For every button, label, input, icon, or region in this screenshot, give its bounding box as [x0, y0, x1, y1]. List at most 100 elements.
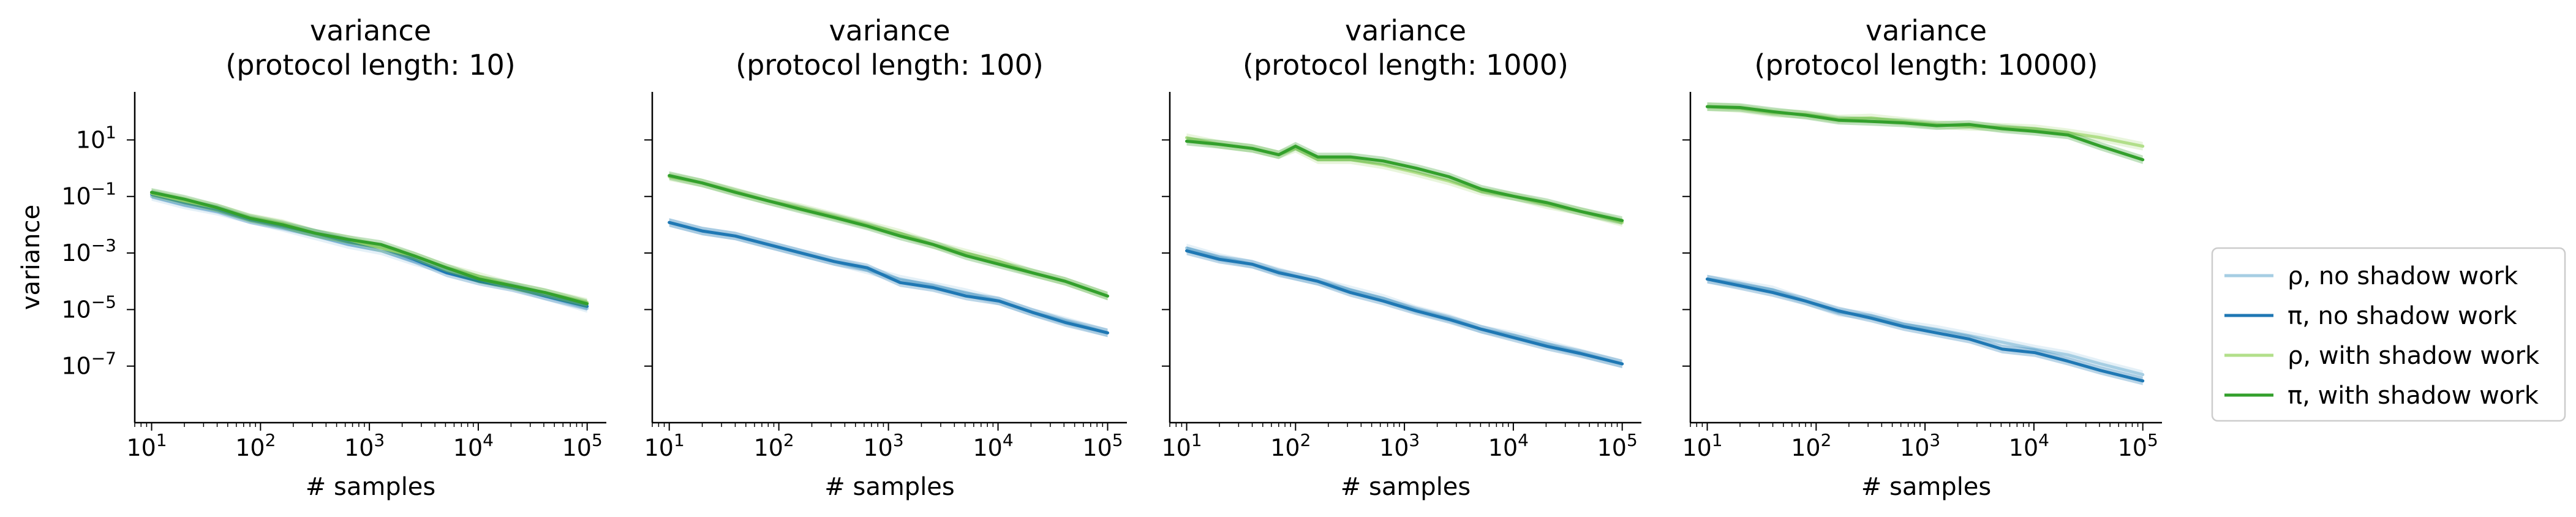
x-tick-label: 104: [1488, 430, 1529, 461]
x-tick-label-exp: 1: [674, 430, 685, 450]
series-line-4: [1706, 105, 2145, 162]
x-axis-label: # samples: [306, 473, 436, 501]
x-tick-label-base: 10: [1379, 434, 1409, 461]
x-tick-label-base: 10: [1161, 434, 1191, 461]
series-line-2: [1706, 277, 2145, 383]
x-tick-label-base: 10: [453, 434, 483, 461]
x-tick-label: 103: [344, 430, 385, 461]
y-tick-label-exp: −7: [91, 349, 116, 369]
panel-1: variance(protocol length: 10)101 102 103 10…: [17, 14, 606, 501]
x-tick-label-base: 10: [1791, 434, 1820, 461]
y-tick-label-exp: −1: [91, 179, 116, 199]
x-tick-label-base: 10: [2118, 434, 2147, 461]
x-tick-label-base: 10: [126, 434, 156, 461]
x-tick-label: 102: [754, 430, 794, 461]
y-tick-label-exp: 1: [105, 122, 116, 142]
x-tick-label-base: 10: [644, 434, 674, 461]
x-tick-label: 102: [1270, 430, 1311, 461]
series-band-3: [1186, 133, 1622, 227]
x-tick-label-exp: 2: [783, 430, 794, 450]
panel-3: variance(protocol length: 1000)101 102 103…: [1161, 14, 1641, 501]
legend-label-4: π, with shadow work: [2288, 382, 2539, 410]
legend: ρ, no shadow work π, no shadow work ρ, wit…: [2211, 247, 2566, 422]
y-tick-label: 10−5: [61, 292, 116, 323]
x-tick-label: 103: [864, 430, 904, 461]
x-axis-label: # samples: [824, 473, 955, 501]
x-tick-label: 105: [1082, 430, 1123, 461]
y-tick-label-base: 10: [61, 240, 91, 266]
x-tick-label-base: 10: [235, 434, 265, 461]
y-tick-label-base: 10: [61, 353, 91, 380]
x-tick-label: 103: [1900, 430, 1940, 461]
x-tick-label-base: 10: [864, 434, 893, 461]
series-line-4: [1185, 140, 1624, 222]
panel-title-line2: (protocol length: 100): [736, 48, 1044, 81]
x-tick-label-base: 10: [973, 434, 1002, 461]
x-tick-label-exp: 4: [2038, 430, 2049, 450]
panel-title-line1: variance: [1866, 14, 1987, 47]
x-tick-label-exp: 1: [1712, 430, 1723, 450]
x-tick-label: 101: [644, 430, 685, 461]
legend-box: [2211, 247, 2566, 422]
x-tick-label-base: 10: [2009, 434, 2038, 461]
x-tick-label-exp: 5: [1112, 430, 1123, 450]
y-axis-label: variance: [17, 205, 45, 310]
series-line-4: [668, 174, 1109, 298]
panel-2: variance(protocol length: 100)101 102 103 1…: [644, 14, 1127, 501]
x-tick-label: 104: [453, 430, 494, 461]
x-tick-label-exp: 3: [1409, 430, 1420, 450]
panel-title-line1: variance: [310, 14, 431, 47]
x-tick-label-exp: 5: [1627, 430, 1638, 450]
x-axis-label: # samples: [1861, 473, 1992, 501]
x-tick-label: 102: [1791, 430, 1831, 461]
x-tick-label-exp: 5: [2147, 430, 2158, 450]
panel-title-line1: variance: [829, 14, 950, 47]
x-tick-label-base: 10: [1597, 434, 1627, 461]
panel-title-line2: (protocol length: 10000): [1754, 48, 2098, 81]
x-tick-label-exp: 1: [156, 430, 167, 450]
x-tick-label: 105: [1597, 430, 1638, 461]
x-tick-label-exp: 3: [1929, 430, 1940, 450]
legend-label-2: π, no shadow work: [2288, 302, 2518, 330]
y-tick-label-base: 10: [76, 126, 105, 153]
x-tick-label-exp: 2: [265, 430, 276, 450]
x-tick-label: 102: [235, 430, 276, 461]
x-tick-label: 104: [973, 430, 1013, 461]
x-tick-label: 101: [126, 430, 167, 461]
x-tick-label: 103: [1379, 430, 1420, 461]
series-line-4: [150, 191, 589, 306]
x-tick-label-base: 10: [1270, 434, 1300, 461]
x-tick-label-exp: 3: [374, 430, 385, 450]
x-tick-label-exp: 3: [893, 430, 904, 450]
panel-title-line1: variance: [1345, 14, 1466, 47]
panel-title-line2: (protocol length: 10): [225, 48, 515, 81]
x-tick-label-exp: 2: [1821, 430, 1832, 450]
x-tick-label-base: 10: [1488, 434, 1518, 461]
x-tick-label-exp: 5: [592, 430, 603, 450]
y-tick-label-base: 10: [61, 296, 91, 323]
legend-label-3: ρ, with shadow work: [2288, 342, 2540, 370]
y-tick-label-exp: −3: [91, 235, 116, 255]
x-tick-label-base: 10: [344, 434, 374, 461]
x-axis-label: # samples: [1341, 473, 1471, 501]
x-tick-label-exp: 2: [1300, 430, 1311, 450]
x-tick-label-base: 10: [754, 434, 783, 461]
x-tick-label: 105: [2118, 430, 2158, 461]
x-tick-label: 101: [1161, 430, 1202, 461]
x-tick-label-exp: 1: [1191, 430, 1202, 450]
x-tick-label: 104: [2009, 430, 2049, 461]
y-tick-label-base: 10: [61, 183, 91, 210]
x-tick-label-base: 10: [1682, 434, 1711, 461]
panel-title-line2: (protocol length: 1000): [1243, 48, 1569, 81]
y-tick-label: 10−1: [61, 179, 116, 210]
legend-label-1: ρ, no shadow work: [2288, 262, 2518, 290]
x-tick-label-base: 10: [562, 434, 592, 461]
x-tick-label-exp: 4: [483, 430, 494, 450]
y-tick-label-exp: −5: [91, 292, 116, 312]
x-tick-label: 101: [1682, 430, 1722, 461]
series-line-2: [1185, 249, 1624, 366]
panel-4: variance(protocol length: 10000)101 102 10…: [1682, 14, 2162, 501]
series-line-1: [1706, 277, 2145, 377]
x-tick-label-base: 10: [1900, 434, 1929, 461]
